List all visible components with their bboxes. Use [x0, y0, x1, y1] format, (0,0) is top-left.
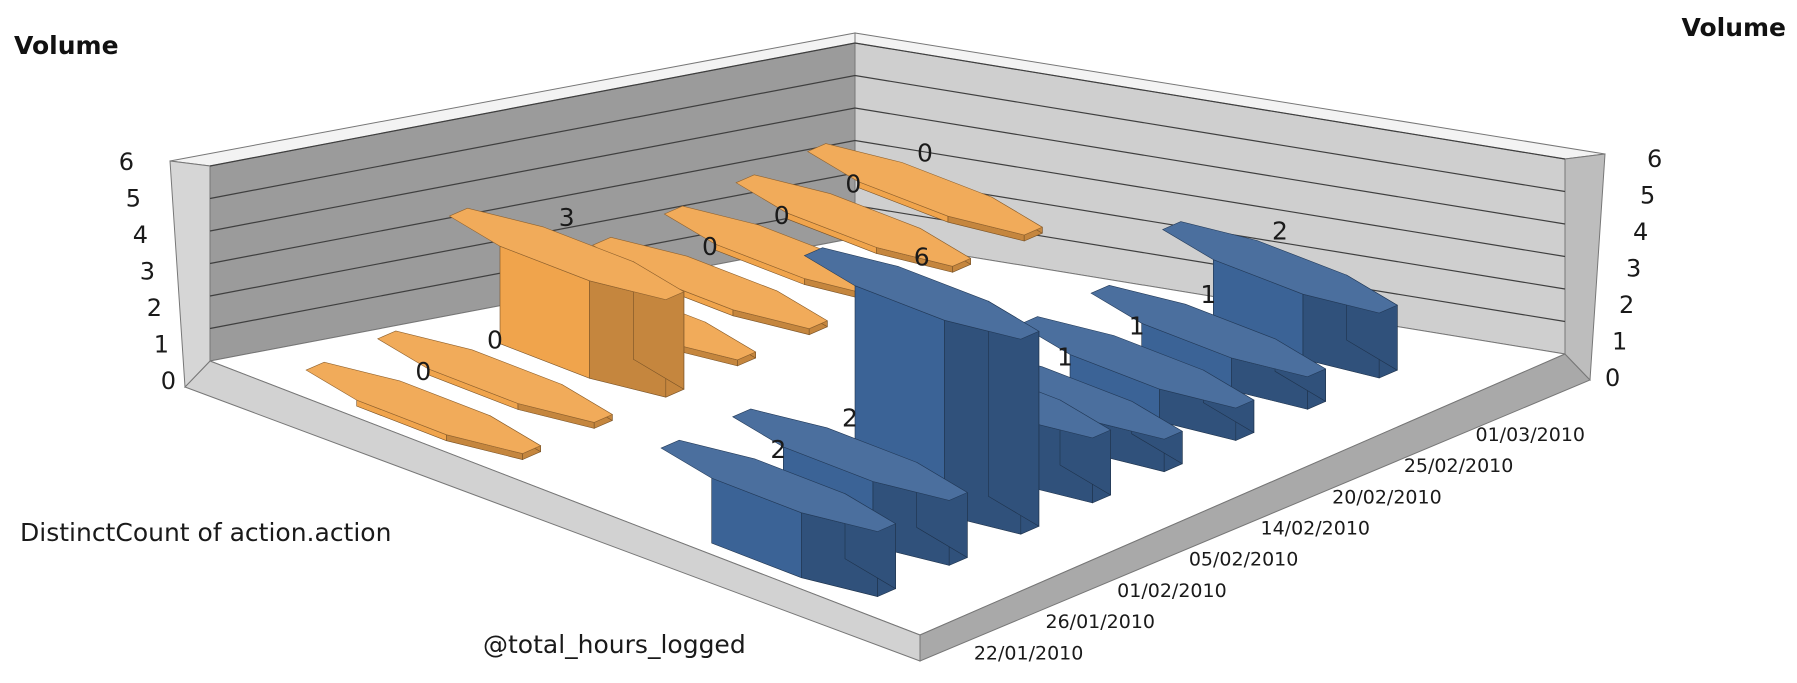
z-tick-left: 0	[161, 367, 176, 395]
bar-s1-c0: 0	[305, 357, 542, 461]
z-tick-left: 4	[133, 221, 148, 249]
z-tick-left: 6	[119, 148, 134, 176]
category-label: 20/02/2010	[1332, 486, 1442, 508]
bar-s1-c7: 0	[807, 138, 1043, 242]
z-tick-right: 6	[1647, 145, 1662, 173]
data-label: 0	[702, 232, 718, 261]
bar-s1-c1: 0	[377, 326, 613, 429]
category-label: 25/02/2010	[1404, 455, 1514, 477]
z-tick-right: 3	[1626, 255, 1641, 283]
data-label: 3	[559, 203, 575, 232]
data-label: 1	[1200, 280, 1216, 309]
z-tick-right: 4	[1633, 218, 1648, 246]
data-label: 0	[917, 138, 933, 167]
z-tick-right: 2	[1619, 291, 1634, 319]
category-label: 14/02/2010	[1261, 518, 1371, 540]
z-tick-left: 5	[126, 185, 141, 213]
bar-s1-c2: 3	[448, 203, 685, 398]
category-label: 05/02/2010	[1189, 549, 1299, 571]
z-tick-right: 0	[1605, 364, 1620, 392]
data-label: 2	[1272, 216, 1288, 245]
data-label: 0	[845, 170, 861, 199]
z-tick-left: 1	[154, 331, 169, 359]
z-tick-left: 3	[140, 258, 155, 286]
bar-s0-c0: 2	[660, 435, 897, 598]
chart-marks: 0000030021112622	[305, 138, 1398, 598]
data-label: 0	[774, 201, 790, 230]
bar-s0-c5: 1	[1018, 311, 1255, 441]
data-label: 1	[1129, 311, 1145, 340]
data-label: 2	[770, 435, 786, 464]
z-tick-right: 1	[1612, 328, 1627, 356]
z-tick-left: 2	[147, 294, 162, 322]
left-axis-title: Volume	[14, 31, 119, 60]
data-label: 2	[842, 404, 858, 433]
category-label: 22/01/2010	[974, 642, 1084, 664]
bar-s0-c6: 1	[1090, 280, 1327, 410]
chart-labels: Volume Volume DistinctCount of action.ac…	[14, 13, 1786, 664]
data-label: 0	[415, 357, 431, 386]
category-label: 01/02/2010	[1117, 580, 1227, 602]
right-axis-title: Volume	[1681, 13, 1786, 42]
data-label: 1	[1057, 343, 1073, 372]
data-label: 0	[487, 326, 503, 355]
category-label: 26/01/2010	[1046, 611, 1156, 633]
series-name-1: @total_hours_logged	[483, 630, 746, 659]
bar-s0-c7: 2	[1162, 216, 1398, 379]
bar-s1-c6: 0	[735, 170, 972, 273]
category-label: 01/03/2010	[1476, 424, 1586, 446]
data-label: 6	[914, 242, 930, 271]
series-name-0: DistinctCount of action.action	[20, 518, 391, 547]
z-tick-right: 5	[1640, 182, 1655, 210]
